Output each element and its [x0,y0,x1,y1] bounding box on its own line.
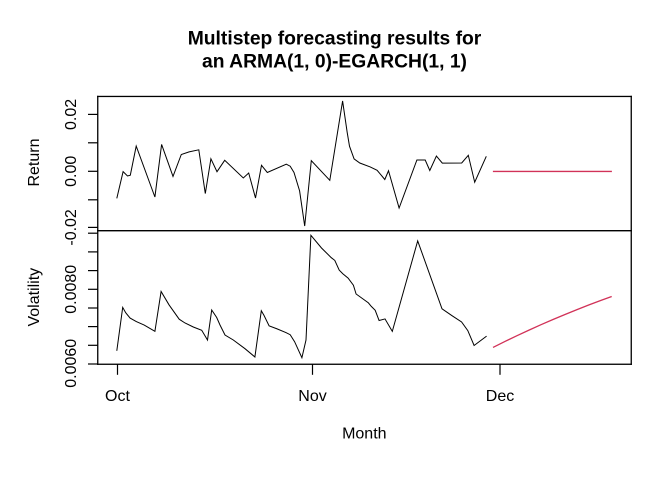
svg-text:Nov: Nov [298,388,326,405]
svg-text:Month: Month [342,426,386,443]
svg-text:Return: Return [26,138,43,186]
svg-text:0.0060: 0.0060 [63,339,80,388]
svg-text:0.02: 0.02 [63,99,80,130]
svg-text:Volatility: Volatility [26,268,43,327]
svg-text:Multistep forecasting results: Multistep forecasting results for [188,28,482,49]
svg-text:0.00: 0.00 [63,156,80,187]
svg-text:0.0080: 0.0080 [63,265,80,314]
svg-text:an ARMA(1, 0)-EGARCH(1, 1): an ARMA(1, 0)-EGARCH(1, 1) [202,51,467,72]
svg-text:Dec: Dec [486,388,514,405]
svg-text:Oct: Oct [105,388,130,405]
svg-text:-0.02: -0.02 [63,209,80,246]
